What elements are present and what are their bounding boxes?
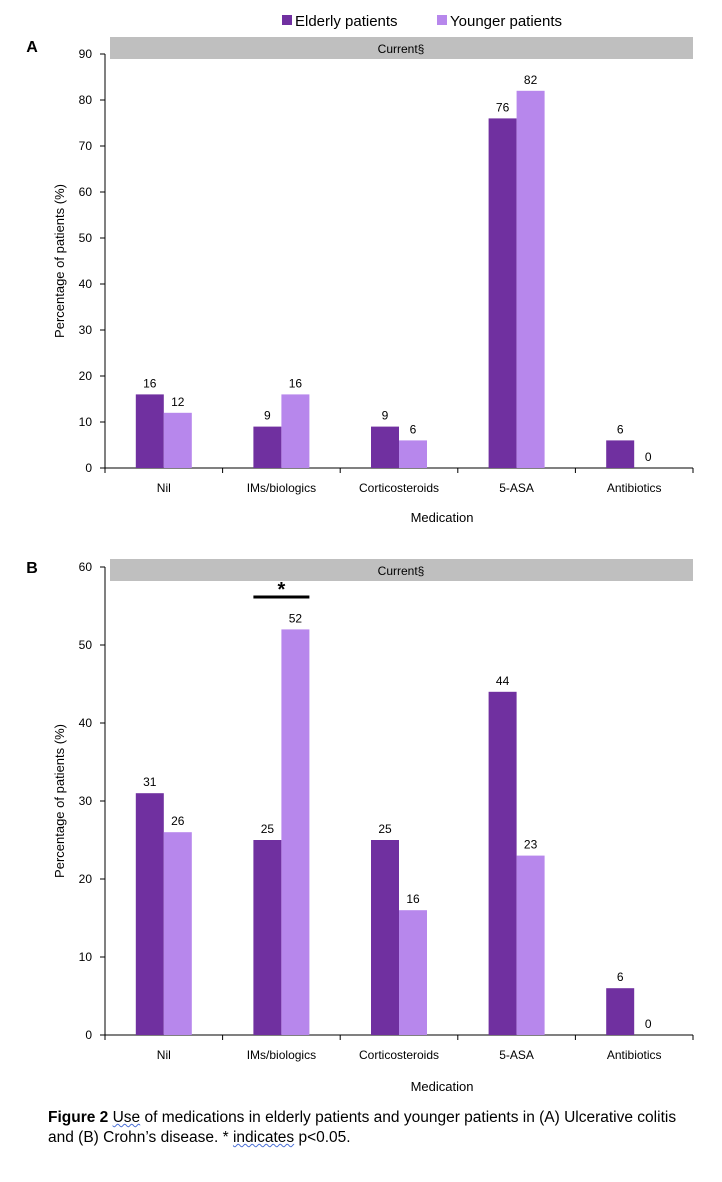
panel-b-bar-value-label: 0 [645,1017,652,1031]
panel-a-y-tick-label: 80 [79,93,93,107]
figure-caption: Figure 2 Use of medications in elderly p… [48,1108,698,1148]
panel-b-bar-value-label: 25 [378,822,392,836]
panel-b-bar-elderly [488,691,517,1035]
panel-b-category-label: IMs/biologics [247,1048,316,1062]
panel-b-y-tick-label: 10 [79,950,93,964]
legend-swatch-1 [437,15,447,25]
panel-a-current-band [110,37,693,59]
panel-b-y-tick-label: 50 [79,638,93,652]
panel-a-bar-younger [399,440,427,468]
panel-a-bar-elderly [371,426,399,468]
panel-a-bar-value-label: 9 [264,409,271,423]
panel-a-y-tick-label: 70 [79,139,93,153]
panel-b-bar-younger [281,629,310,1035]
panel-a-bar-elderly [253,426,282,468]
panel-b-bar-value-label: 52 [289,611,303,625]
legend: Elderly patients Younger patients [282,13,562,30]
caption-word-use: Use [112,1109,141,1126]
caption-word-indicates: indicates [232,1129,295,1146]
panel-a-bar-younger [163,412,192,468]
panel-a-bar-value-label: 16 [289,376,303,390]
panel-b-bar-elderly [135,793,164,1035]
panel-a-bar-elderly [488,118,517,469]
panel-b-y-axis-label: Percentage of patients (%) [52,724,67,878]
panel-a-y-tick-label: 50 [79,231,93,245]
panel-a-y-tick-label: 20 [79,369,93,383]
panel-a-y-tick-label: 40 [79,277,93,291]
panel-b-current-band-label: Current§ [378,564,425,578]
figure-canvas: Elderly patients Younger patients Current… [26,13,694,1094]
panel-b-bar-younger [399,910,427,1035]
panel-b-bar-value-label: 6 [617,970,624,984]
panel-b-bar-value-label: 31 [143,775,157,789]
panel-b-significance-asterisk: * [278,579,286,601]
panel-a-panel-letter: A [26,39,38,56]
panel-a-y-axis-label: Percentage of patients (%) [52,184,67,338]
legend-label-1: Younger patients [450,13,562,30]
panel-b-bar-value-label: 44 [496,674,510,688]
panel-a-y-tick-label: 10 [79,415,93,429]
panel-a-bar-younger [281,394,310,468]
panel-a-y-tick-label: 90 [79,47,93,61]
panel-b-bar-value-label: 16 [406,892,420,906]
panel-a-bar-younger [516,90,545,469]
panel-a-bar-value-label: 0 [645,450,652,464]
panel-a-bar-elderly [135,394,164,468]
panel-b-y-tick-label: 0 [85,1028,92,1042]
panel-b-category-label: Corticosteroids [359,1048,439,1062]
panel-b-y-tick-label: 20 [79,872,93,886]
panel-b-bar-elderly [253,840,282,1035]
panel-a-y-tick-label: 30 [79,323,93,337]
panel-a-bar-value-label: 82 [524,73,538,87]
panel-a-category-label: Antibiotics [607,481,662,495]
panel-a-category-label: 5-ASA [499,481,534,495]
panel-b-y-tick-label: 60 [79,560,93,574]
panel-a-y-tick-label: 0 [85,461,92,475]
panel-a-category-label: Corticosteroids [359,481,439,495]
panel-b-category-label: Nil [157,1048,171,1062]
panel-b-bar-value-label: 26 [171,814,185,828]
panel-a-category-label: Nil [157,481,171,495]
panel-b-y-tick-label: 40 [79,716,93,730]
panel-b-bar-younger [163,832,192,1035]
panel-a-x-axis-label: Medication [411,510,474,525]
legend-swatch-0 [282,15,292,25]
panel-a-current-band-label: Current§ [378,42,425,56]
panel-a-bar-value-label: 12 [171,395,185,409]
panel-b-bar-value-label: 25 [261,822,275,836]
panel-a-bar-value-label: 16 [143,376,157,390]
legend-label-0: Elderly patients [295,13,398,30]
panel-b-x-axis-label: Medication [411,1079,474,1094]
panel-b-category-label: Antibiotics [607,1048,662,1062]
panel-a-category-label: IMs/biologics [247,481,316,495]
panel-a-bar-value-label: 6 [410,422,417,436]
caption-text-1: of medications in elderly patients and y… [48,1109,677,1146]
panel-b-bar-value-label: 23 [524,838,538,852]
caption-figure-label: Figure 2 [48,1109,109,1126]
panel-b-panel-letter: B [26,560,38,577]
panel-a-bar-value-label: 6 [617,422,624,436]
panel-b-bar-elderly [371,840,399,1035]
panel-b-y-tick-label: 30 [79,794,93,808]
panel-b-current-band [110,559,693,581]
panel-b-category-label: 5-ASA [499,1048,534,1062]
panel-a-y-tick-label: 60 [79,185,93,199]
panel-a-bar-value-label: 9 [382,409,389,423]
panel-a-bar-elderly [606,440,635,468]
caption-text-2: p<0.05. [294,1129,351,1146]
panel-b-bar-elderly [606,988,635,1035]
panel-a-bar-value-label: 76 [496,100,510,114]
panel-b-bar-younger [516,855,545,1035]
